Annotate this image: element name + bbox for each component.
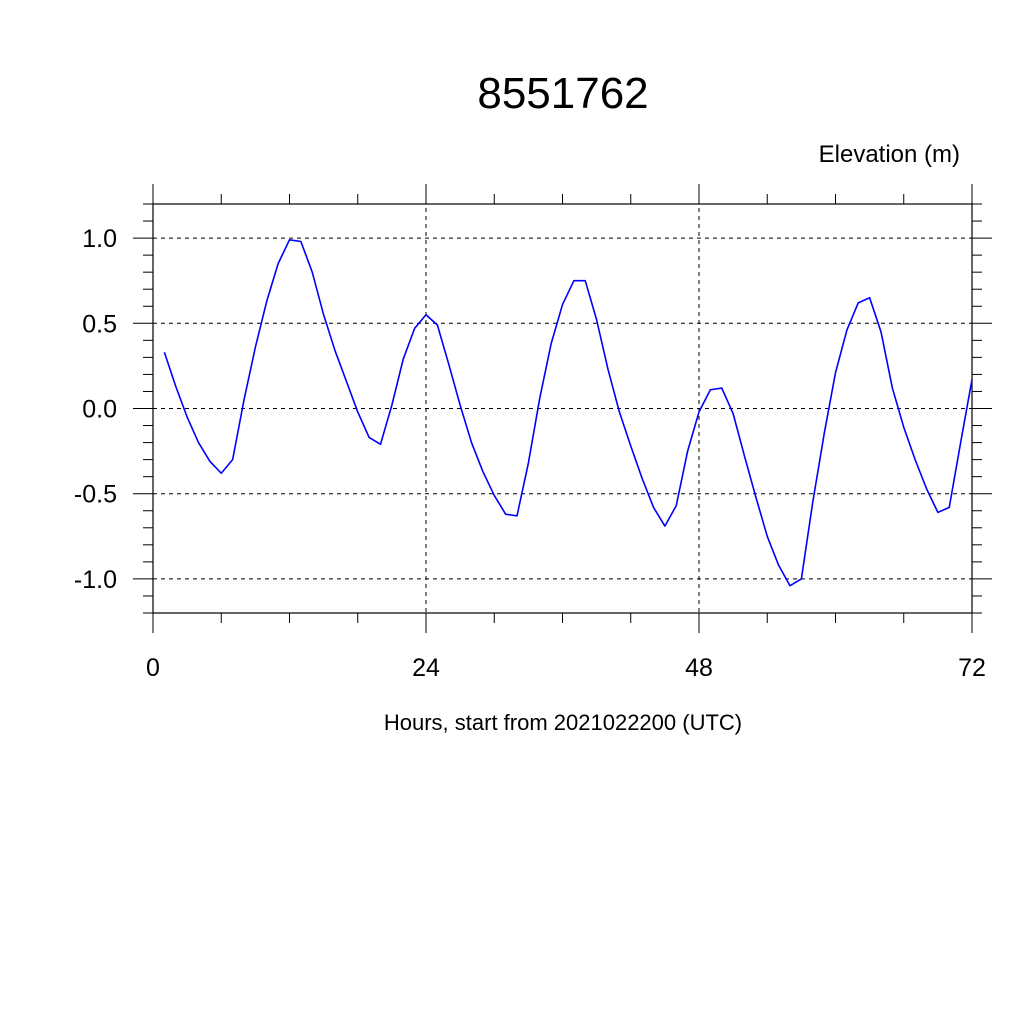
x-axis-label: Hours, start from 2021022200 (UTC) [384, 710, 742, 735]
x-tick-label: 48 [685, 654, 713, 682]
y-tick-label: 0.5 [82, 310, 117, 338]
series-line [163, 238, 973, 587]
tick-label-layer: -1.0 -0.5 0.0 0.5 1.0 0 24 48 72 [74, 225, 986, 682]
chart-title: 8551762 [477, 69, 648, 118]
y-tick-label: -0.5 [74, 481, 117, 509]
y-tick-label: -1.0 [74, 566, 117, 594]
x-tick-label: 0 [146, 654, 160, 682]
y-axis-label: Elevation (m) [819, 141, 960, 168]
tick-layer [133, 184, 992, 633]
y-tick-label: 1.0 [82, 225, 117, 253]
y-tick-label: 0.0 [82, 396, 117, 424]
x-tick-label: 72 [958, 654, 986, 682]
x-tick-label: 24 [412, 654, 440, 682]
series-layer [163, 238, 973, 587]
grid-layer [153, 184, 972, 633]
